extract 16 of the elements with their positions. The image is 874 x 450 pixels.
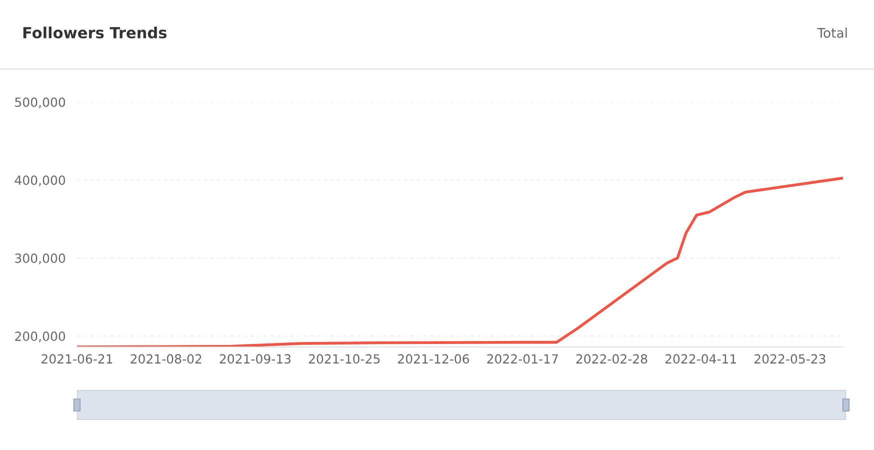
chart-title: Followers Trends [23,26,167,38]
line-series [77,176,843,347]
x-tick-label: 2021-10-25 [308,354,380,364]
y-tick-label: 200,000 [15,332,66,342]
y-tick-label: 400,000 [14,175,66,186]
x-tick-label: 2021-09-13 [220,354,291,364]
y-tick-label: 300,000 [15,254,66,264]
text: Total [817,28,847,38]
x-tick-label: 2021-12-06 [398,354,470,364]
x-tick-label: 2022-05-23 [754,354,826,364]
x-tick-label: 2021-08-02 [130,354,202,364]
x-tick-label: 2021-06-21 [42,354,112,364]
y-tick-label: 500,000 [15,97,66,108]
x-tick-label: 2022-01-17 [487,354,558,364]
x-tick-label: 2022-04-11 [665,354,736,364]
x-tick-label: 2022-02-28 [576,354,648,364]
